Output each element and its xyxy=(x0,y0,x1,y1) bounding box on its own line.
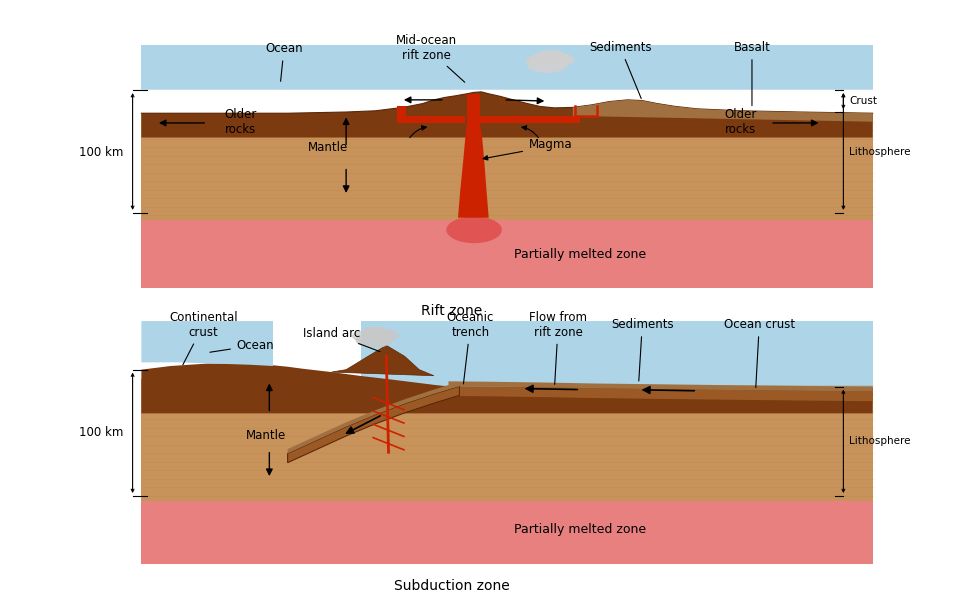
Text: Lithosphere: Lithosphere xyxy=(849,147,911,157)
Text: Crust: Crust xyxy=(849,96,878,106)
Ellipse shape xyxy=(526,56,567,73)
Text: Partially melted zone: Partially melted zone xyxy=(514,524,646,536)
Polygon shape xyxy=(398,116,465,123)
Text: Basalt: Basalt xyxy=(733,41,770,105)
Text: Ocean: Ocean xyxy=(210,339,274,352)
Bar xyxy=(141,113,873,220)
Ellipse shape xyxy=(539,53,574,67)
Bar xyxy=(361,321,873,387)
Text: Older
rocks: Older rocks xyxy=(224,108,256,135)
Polygon shape xyxy=(141,92,873,137)
Polygon shape xyxy=(141,321,273,366)
Text: Mantle: Mantle xyxy=(308,141,348,154)
Ellipse shape xyxy=(529,53,569,64)
Polygon shape xyxy=(480,116,580,123)
Polygon shape xyxy=(458,123,488,218)
Polygon shape xyxy=(467,94,480,123)
Bar xyxy=(141,496,873,564)
Text: Rift zone: Rift zone xyxy=(421,303,483,318)
Text: Island arc: Island arc xyxy=(303,327,380,352)
Ellipse shape xyxy=(528,53,562,66)
Text: Flow from
rift zone: Flow from rift zone xyxy=(529,311,587,384)
Text: Partially melted zone: Partially melted zone xyxy=(514,248,646,261)
Ellipse shape xyxy=(363,327,388,337)
Text: Ocean: Ocean xyxy=(265,42,303,82)
Text: Oceanic
trench: Oceanic trench xyxy=(447,311,494,384)
Polygon shape xyxy=(332,345,434,376)
Text: Sediments: Sediments xyxy=(589,41,651,99)
Text: Mid-ocean
rift zone: Mid-ocean rift zone xyxy=(396,34,465,82)
Polygon shape xyxy=(288,386,459,463)
Ellipse shape xyxy=(536,50,565,63)
Polygon shape xyxy=(573,100,873,122)
Text: Magma: Magma xyxy=(528,139,572,151)
Text: Subduction zone: Subduction zone xyxy=(394,579,510,593)
Text: Mantle: Mantle xyxy=(246,428,286,442)
Bar xyxy=(141,215,873,288)
Text: Ocean crust: Ocean crust xyxy=(723,318,795,387)
Ellipse shape xyxy=(367,329,399,343)
Text: 100 km: 100 km xyxy=(79,146,124,159)
Polygon shape xyxy=(288,382,459,454)
Polygon shape xyxy=(447,216,502,243)
Ellipse shape xyxy=(356,333,392,348)
Polygon shape xyxy=(398,106,406,116)
Text: Lithosphere: Lithosphere xyxy=(849,436,911,446)
Bar xyxy=(141,45,873,89)
Text: Continental
crust: Continental crust xyxy=(170,311,238,365)
Text: Sediments: Sediments xyxy=(611,318,674,381)
Bar xyxy=(141,45,873,90)
Ellipse shape xyxy=(526,55,555,67)
Text: Older
rocks: Older rocks xyxy=(724,108,758,135)
Bar xyxy=(141,379,873,501)
Ellipse shape xyxy=(352,330,381,342)
Polygon shape xyxy=(448,386,873,402)
Polygon shape xyxy=(141,364,873,413)
Polygon shape xyxy=(448,381,873,392)
Text: 100 km: 100 km xyxy=(79,426,124,440)
